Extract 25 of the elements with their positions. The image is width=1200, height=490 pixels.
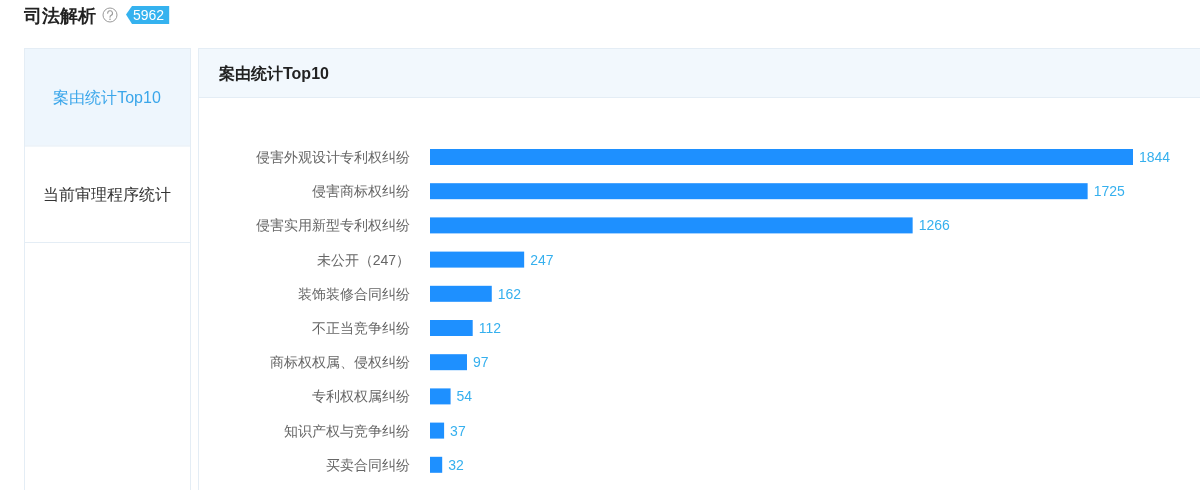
- subtitle: 案由统计Top10: [219, 65, 329, 82]
- data-label: 1725: [1093, 183, 1125, 200]
- tab-label: 当前审理程序统计: [43, 185, 171, 203]
- data-label: 54: [456, 388, 473, 405]
- y-tick-label: 专利权权属纠纷: [312, 388, 410, 405]
- title: 司法解析: [24, 6, 96, 26]
- data-label: 97: [473, 354, 489, 371]
- tab-label: 案由统计Top10: [53, 89, 161, 107]
- data-label: 247: [530, 251, 554, 268]
- badge-text: 5962: [133, 7, 165, 23]
- data-label: 162: [497, 285, 522, 302]
- y-tick-label: 不正当竞争纠纷: [312, 320, 410, 336]
- y-tick-label: 侵害外观设计专利权纠纷: [256, 149, 410, 165]
- y-tick-label: 商标权权属、侵权纠纷: [270, 354, 410, 371]
- y-tick-label: 买卖合同纠纷: [326, 456, 410, 473]
- data-label: 1844: [1139, 149, 1171, 165]
- data-label: 1266: [918, 217, 950, 234]
- y-tick-label: 侵害商标权纠纷: [312, 183, 410, 200]
- data-label: 32: [448, 456, 464, 473]
- y-tick-label: 装饰装修合同纠纷: [298, 285, 410, 302]
- data-label: 37: [450, 422, 466, 439]
- y-tick-label: 知识产权与竞争纠纷: [284, 422, 410, 439]
- y-tick-label: 未公开（247）: [316, 251, 410, 268]
- data-label: 112: [478, 320, 502, 336]
- y-tick-label: 侵害实用新型专利权纠纷: [256, 217, 410, 234]
